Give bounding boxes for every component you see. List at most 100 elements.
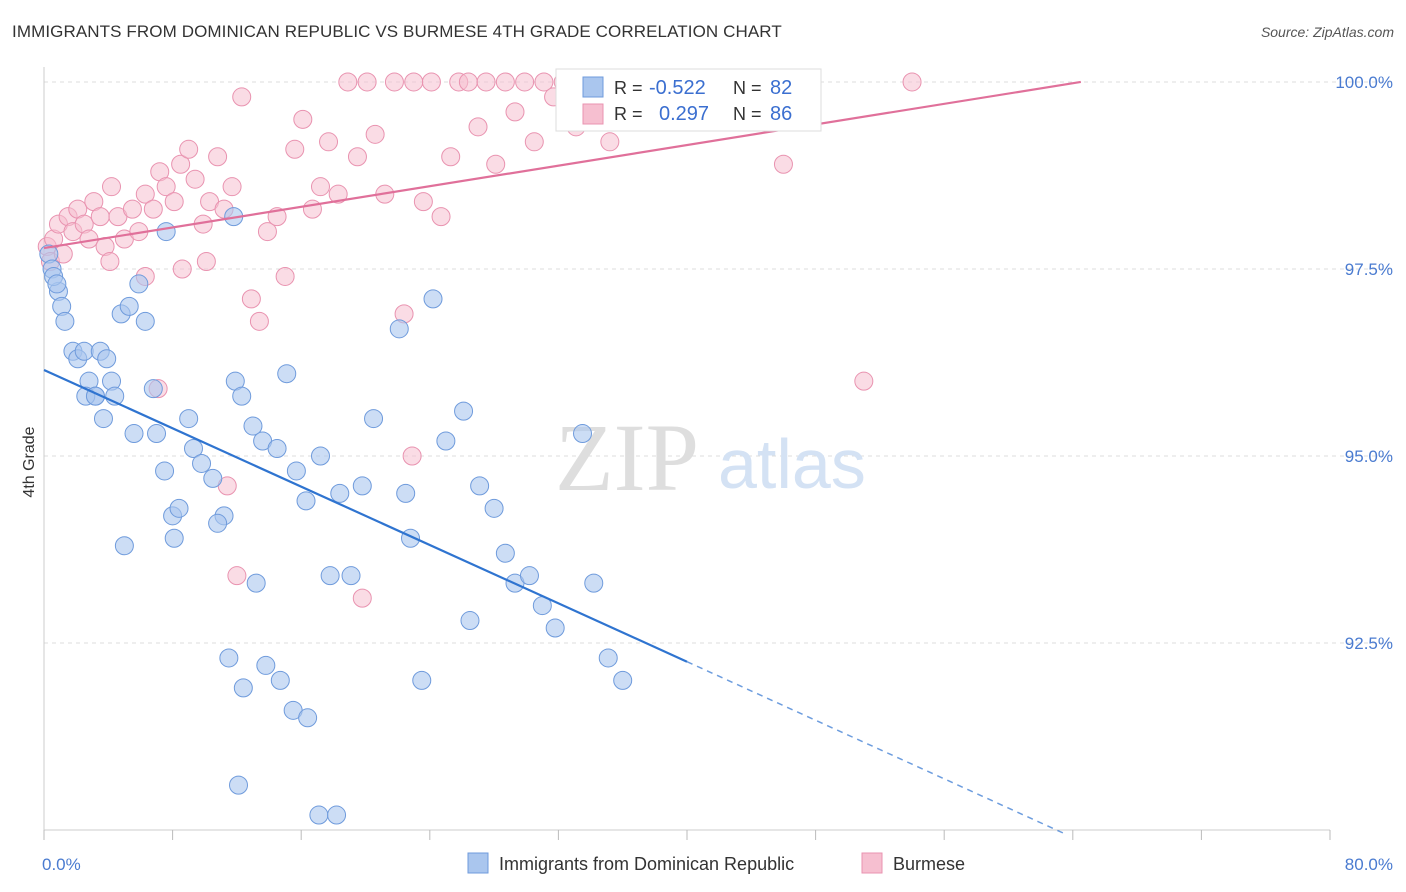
legend-n-label-2: N = — [733, 104, 762, 124]
dominican-point — [155, 461, 175, 481]
legend-r-label-1: R = — [614, 78, 643, 98]
burmese-point — [495, 72, 515, 92]
dominican-point — [286, 461, 306, 481]
legend-n-value-2: 86 — [770, 103, 792, 125]
x-tick-labels: 0.0% 80.0% — [42, 855, 1393, 874]
dominican-point — [584, 573, 604, 593]
dominican-point — [267, 439, 287, 458]
dominican-point — [192, 453, 212, 473]
burmese-point — [179, 139, 199, 159]
dominican-point — [423, 289, 443, 309]
y-tick-label: 100.0% — [1335, 73, 1393, 92]
dominican-point — [327, 805, 347, 825]
burmese-point — [227, 566, 247, 586]
burmese-point — [431, 207, 451, 227]
burmese-point — [143, 199, 163, 219]
dominican-point — [93, 409, 113, 429]
legend-n-value-1: 82 — [770, 77, 792, 99]
burmese-point — [232, 87, 252, 107]
x-tick-label: 0.0% — [42, 855, 81, 874]
burmese-point — [476, 72, 496, 92]
burmese-point — [185, 169, 205, 189]
burmese-point — [458, 72, 478, 92]
y-tick-labels: 100.0% 97.5% 95.0% 92.5% — [1335, 73, 1393, 653]
burmese-points — [37, 72, 922, 608]
burmese-point — [352, 588, 372, 608]
burmese-point — [208, 147, 228, 167]
y-axis-title: 4th Grade — [21, 426, 38, 497]
dominican-point — [320, 566, 340, 586]
dominican-point — [232, 386, 252, 406]
dominican-point — [74, 341, 94, 361]
burmese-point — [600, 132, 620, 152]
burmese-point — [384, 72, 404, 92]
dominican-point — [246, 573, 266, 593]
burmese-point — [534, 72, 554, 92]
burmese-point — [196, 251, 216, 271]
dominican-point — [495, 543, 515, 563]
dominican-point — [545, 618, 565, 638]
x-tick-label: 80.0% — [1345, 855, 1393, 874]
burmese-point — [285, 139, 305, 159]
watermark-atlas: atlas — [718, 425, 866, 503]
dominican-point — [256, 655, 276, 675]
burmese-point — [90, 207, 110, 227]
dominican-point — [296, 491, 316, 511]
burmese-point — [135, 184, 155, 204]
dominican-point — [119, 296, 139, 316]
burmese-point — [357, 72, 377, 92]
dominican-point — [270, 670, 290, 690]
burmese-point — [902, 72, 922, 92]
burmese-point — [404, 72, 424, 92]
dominican-point — [169, 498, 189, 518]
dominican-point — [598, 648, 618, 668]
watermark: ZIP atlas — [555, 404, 866, 511]
dominican-point — [129, 274, 149, 294]
dominican-point — [484, 498, 504, 518]
dominican-point — [396, 483, 416, 503]
dominican-point — [219, 648, 239, 668]
dominican-point — [55, 311, 75, 331]
dominican-point — [298, 708, 318, 728]
burmese-point — [241, 289, 261, 309]
burmese-point — [100, 251, 120, 271]
bottom-legend-swatch-blue — [467, 852, 489, 874]
dominican-point — [114, 536, 134, 556]
bottom-legend-label-blue: Immigrants from Dominican Republic — [499, 854, 794, 874]
y-tick-label: 95.0% — [1345, 447, 1393, 466]
burmese-point — [365, 124, 385, 144]
grid-lines — [44, 81, 1395, 644]
burmese-point — [302, 199, 322, 219]
dominican-point — [143, 379, 163, 399]
dominican-point — [389, 319, 409, 339]
legend-box: R = -0.522 N = 82 R = 0.297 N = 86 — [555, 68, 822, 132]
burmese-point — [773, 154, 793, 174]
legend-r-value-1: -0.522 — [649, 77, 706, 99]
legend-swatch-pink — [582, 103, 604, 125]
burmese-point — [172, 259, 192, 279]
burmese-point — [441, 147, 461, 167]
dominican-point — [352, 476, 372, 496]
chart-title: IMMIGRANTS FROM DOMINICAN REPUBLIC VS BU… — [12, 22, 782, 41]
dominican-point — [460, 611, 480, 631]
burmese-point — [505, 102, 525, 122]
dominican-point — [519, 566, 539, 586]
burmese-point — [515, 72, 535, 92]
burmese-point — [310, 177, 330, 197]
dominican-point — [330, 483, 350, 503]
dominican-point — [156, 222, 176, 242]
legend-r-label-2: R = — [614, 104, 643, 124]
dominican-point — [179, 409, 199, 429]
dominican-point — [309, 805, 329, 825]
burmese-point — [319, 132, 339, 152]
dominican-point — [229, 775, 249, 795]
dominican-trend-extension — [686, 661, 1066, 835]
burmese-point — [854, 371, 874, 391]
burmese-point — [413, 192, 433, 212]
dominican-point — [454, 401, 474, 421]
dominican-point — [243, 416, 263, 436]
bottom-legend: Immigrants from Dominican Republic Burme… — [467, 852, 965, 874]
burmese-point — [293, 109, 313, 129]
dominican-point — [203, 468, 223, 488]
